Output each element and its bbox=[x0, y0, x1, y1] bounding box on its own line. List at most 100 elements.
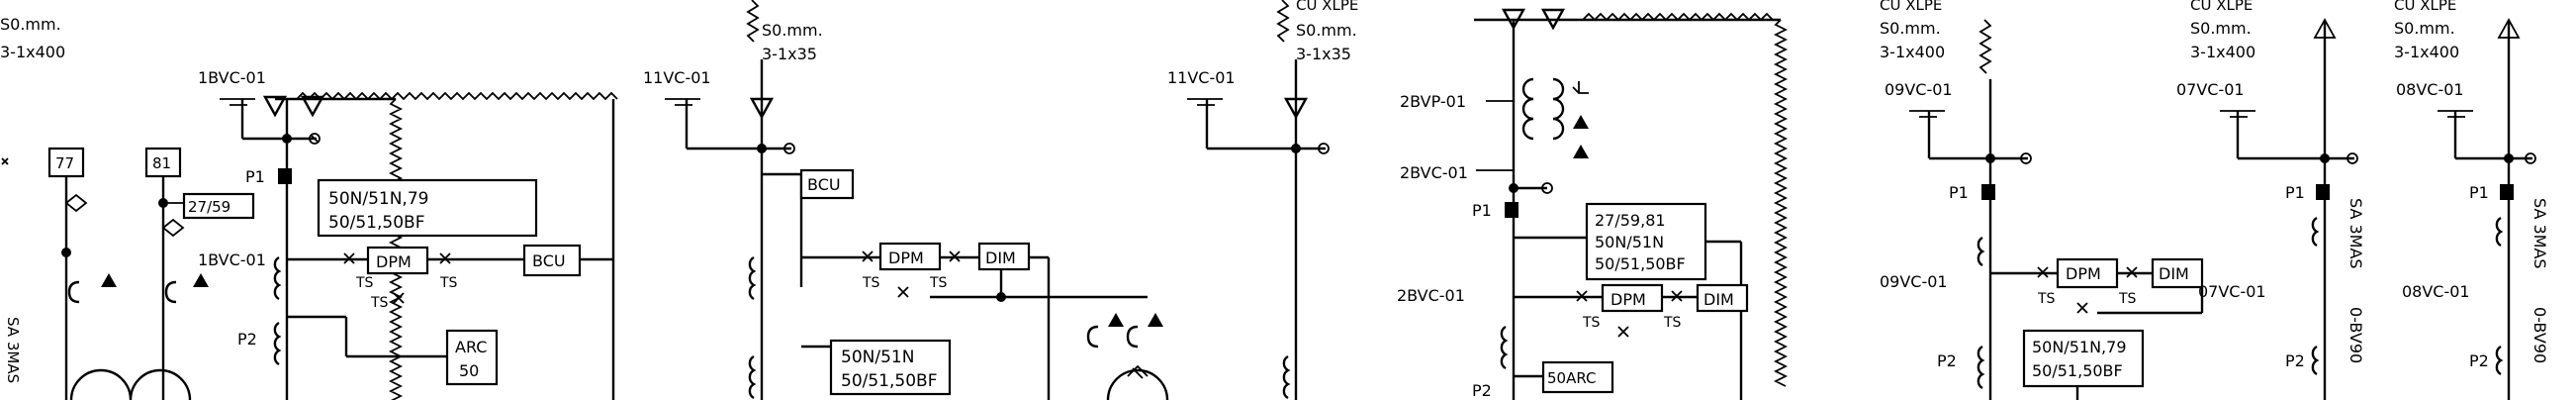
cable-r2-spec: 3-1x400 bbox=[2190, 43, 2255, 61]
prot-box-a bbox=[317, 178, 538, 238]
p1-marker-d bbox=[1505, 202, 1518, 218]
p1-label-e: P1 bbox=[1949, 183, 1969, 202]
vac-1b-label: 1BVC-01 bbox=[198, 250, 266, 269]
prot-a-line2: 50/51,50BF bbox=[328, 213, 424, 233]
vac-2-label: 2BVP-01 bbox=[1400, 92, 1466, 111]
dpm-box-a bbox=[366, 246, 429, 275]
panel-g: CU XLPE S0.mm. 3-1x400 08VC-01 P1 SA 3MA… bbox=[2394, 0, 2549, 400]
relay-81-label: 81 bbox=[152, 154, 171, 172]
bcu-label-a: BCU bbox=[532, 251, 566, 270]
prot-b-line2: 50/51,50BF bbox=[841, 371, 937, 391]
prot-c-line4: 50ARC bbox=[1547, 369, 1597, 387]
p2-label-f: P2 bbox=[2285, 351, 2305, 370]
p2-label-g: P2 bbox=[2469, 351, 2489, 370]
p1-label-a: P1 bbox=[245, 167, 265, 186]
relay-77-label: 77 bbox=[55, 154, 74, 172]
prot-d-line2: 50/51,50BF bbox=[2032, 361, 2123, 380]
dpm-box-c bbox=[1601, 283, 1664, 313]
p1-marker-g bbox=[2500, 184, 2514, 200]
ts-e2: TS bbox=[2118, 291, 2137, 307]
cable-r1-size: S0.mm. bbox=[1880, 19, 1941, 38]
cable-r2-type: CU XLPE bbox=[2190, 0, 2253, 14]
vac-90b-label: 09VC-01 bbox=[1880, 272, 1948, 291]
vac-11a-label: 11VC-01 bbox=[643, 68, 711, 87]
p1-label-g: P1 bbox=[2469, 183, 2489, 202]
dpm-label-e: DPM bbox=[2066, 264, 2101, 283]
vac-2b-label: 2BVC-01 bbox=[1400, 163, 1468, 182]
relay-27-59-box bbox=[182, 192, 255, 220]
dim-label-b: DIM bbox=[985, 249, 1016, 267]
arc-top: ARC bbox=[455, 338, 487, 356]
ts-c2: TS bbox=[1663, 315, 1682, 331]
p2-label-d: P2 bbox=[1472, 381, 1492, 400]
dpm-label-a: DPM bbox=[376, 252, 412, 271]
left-edge-section: S0.mm. 3-1x400 SA 3MAS 77 81 27/59 1BVC-… bbox=[0, 15, 266, 400]
p1-label-f: P1 bbox=[2285, 183, 2305, 202]
vac-90a-label: 09VC-01 bbox=[1885, 80, 1953, 99]
cable-r1-spec: 3-1x400 bbox=[1880, 43, 1945, 61]
panel-f: CU XLPE S0.mm. 3-1x400 07VC-01 P1 SA 3MA… bbox=[2176, 0, 2365, 400]
p1-label-d: P1 bbox=[1472, 201, 1492, 220]
ts-a1: TS bbox=[355, 275, 374, 291]
prot-box-d bbox=[2022, 329, 2145, 388]
ts-a3: TS bbox=[370, 295, 389, 311]
prot-box-b bbox=[829, 339, 952, 396]
dpm-label-c: DPM bbox=[1610, 290, 1646, 309]
vac-2c-label: 2BVC-01 bbox=[1397, 286, 1465, 305]
vac-07a-label: 07VC-01 bbox=[2176, 80, 2245, 99]
dpm-label-b: DPM bbox=[888, 249, 924, 267]
cable-r3-spec: 3-1x400 bbox=[2394, 43, 2459, 61]
prot-d-line1: 50N/51N,79 bbox=[2032, 338, 2127, 356]
cable-r2-size: S0.mm. bbox=[2190, 19, 2252, 38]
cable-r3-size: S0.mm. bbox=[2394, 19, 2455, 38]
cable-left-size: S0.mm. bbox=[0, 15, 61, 34]
prot-c-line2: 50N/51N bbox=[1595, 233, 1664, 251]
dim-label-e: DIM bbox=[2159, 264, 2189, 283]
p1-marker-e bbox=[1981, 184, 1995, 200]
panel-b: S0.mm. 3-1x35 11VC-01 BCU DPM DIM TS TS bbox=[643, 0, 1169, 400]
arc-bot: 50 bbox=[459, 361, 479, 380]
p1-marker bbox=[278, 168, 292, 184]
p2-label-e: P2 bbox=[1937, 351, 1957, 370]
prot-c-line3: 50/51,50BF bbox=[1595, 254, 1686, 273]
ts-b2: TS bbox=[929, 275, 948, 291]
vac-07b-label: 07VC-01 bbox=[2198, 282, 2266, 301]
panel-a: 1BVC-01 P1 P2 50N/51N,79 50/51,50BF DPM … bbox=[198, 68, 618, 400]
ts-b1: TS bbox=[862, 275, 880, 291]
sa-label-1: SA 3MAS bbox=[2346, 198, 2365, 269]
prot-box-c bbox=[1585, 202, 1707, 281]
cable-t2-size: S0.mm. bbox=[1296, 21, 1357, 40]
cable-left-spec: 3-1x400 bbox=[0, 43, 65, 61]
vac-08a-label: 08VC-01 bbox=[2396, 80, 2464, 99]
bv-label-left: SA 3MAS bbox=[4, 317, 22, 383]
ts-a2: TS bbox=[439, 275, 458, 291]
sa-label-2: SA 3MAS bbox=[2530, 198, 2549, 269]
dim-label-c: DIM bbox=[1703, 290, 1734, 309]
panel-d: 2BVP-01 2BVC-01 P1 27/59,81 50N/51N 50/5… bbox=[1397, 8, 1789, 400]
relay-27-59-label: 27/59 bbox=[188, 198, 230, 216]
vac-11b-label: 11VC-01 bbox=[1167, 68, 1236, 87]
ts-c1: TS bbox=[1582, 315, 1601, 331]
bv-label-1: 0-BV90 bbox=[2346, 307, 2365, 363]
vac-08b-label: 08VC-01 bbox=[2402, 282, 2470, 301]
panel-e: CU XLPE S0.mm. 3-1x400 09VC-01 P1 09VC-0… bbox=[1880, 0, 2204, 400]
prot-c-line1: 27/59,81 bbox=[1595, 211, 1666, 230]
panel-c: CU XLPE S0.mm. 3-1x35 11VC-01 bbox=[1167, 0, 1358, 400]
bv-label-2: 0-BV90 bbox=[2530, 307, 2549, 363]
ts-e1: TS bbox=[2037, 291, 2056, 307]
cable-t2-type: CU XLPE bbox=[1296, 0, 1358, 14]
cable-r1-type: CU XLPE bbox=[1880, 0, 1942, 14]
close-icon bbox=[1, 157, 9, 165]
p1-marker-f bbox=[2316, 184, 2330, 200]
bcu-label-b: BCU bbox=[807, 175, 841, 194]
p2-label-a: P2 bbox=[237, 330, 257, 349]
cable-t2-spec: 3-1x35 bbox=[1296, 45, 1351, 63]
cable-r3-type: CU XLPE bbox=[2394, 0, 2456, 14]
cable-t1-spec: 3-1x35 bbox=[762, 45, 817, 63]
prot-b-line1: 50N/51N bbox=[841, 348, 914, 367]
relay-81-box bbox=[144, 147, 182, 178]
bcu-box-b bbox=[799, 168, 855, 200]
prot-a-line1: 50N/51N,79 bbox=[328, 189, 428, 209]
arc-box bbox=[445, 329, 499, 386]
